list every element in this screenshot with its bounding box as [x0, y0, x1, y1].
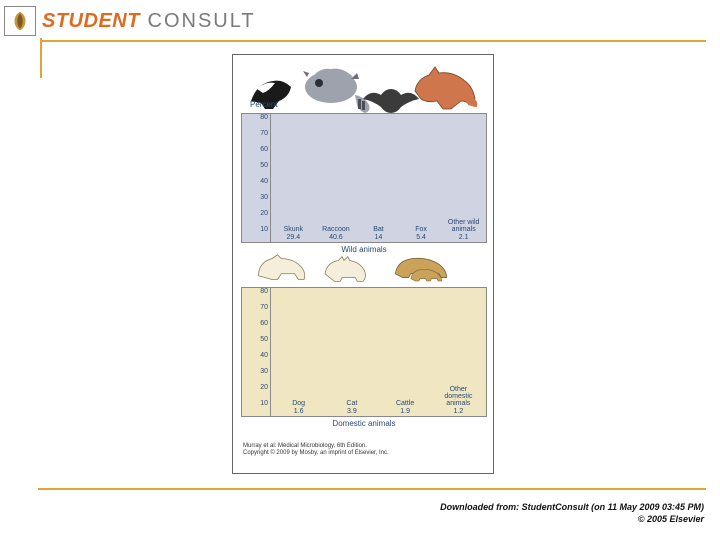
bar-label: Cattle 1.9 — [396, 400, 414, 415]
bar-label: Fox 5.4 — [415, 226, 427, 241]
percent-label: Percent — [250, 100, 278, 109]
ytick: 10 — [260, 400, 268, 416]
brand-student: STUDENT — [42, 10, 140, 32]
bar-label: Other domestic animals 1.2 — [444, 386, 472, 415]
elsevier-logo — [4, 6, 36, 36]
bar-dog: Dog 1.6 — [275, 400, 322, 416]
footer-rule — [38, 488, 706, 490]
ytick: 10 — [260, 226, 268, 242]
domestic-animals-illustration — [243, 251, 483, 289]
brand-consult: CONSULT — [140, 10, 256, 32]
bar-label: Cat 3.9 — [346, 400, 357, 415]
ytick: 50 — [260, 336, 268, 352]
bar-label: Dog 1.6 — [292, 400, 305, 415]
plot-bottom: Dog 1.6 Cat 3.9 Cattle 1.9 Other domestic a… — [271, 288, 486, 416]
bar-bat: Bat 14 — [360, 226, 397, 242]
ytick: 70 — [260, 304, 268, 320]
panel-title-bottom: Domestic animals — [242, 419, 486, 428]
bar-other-wild-animals: Other wild animals 2.1 — [445, 219, 482, 242]
bar-fox: Fox 5.4 — [403, 226, 440, 242]
wild-animals-chart: Percent 10 20 30 40 50 60 70 80 Skunk 29… — [241, 113, 487, 243]
bar-cat: Cat 3.9 — [328, 400, 375, 416]
ytick: 60 — [260, 320, 268, 336]
ytick: 40 — [260, 352, 268, 368]
bar-other-domestic-animals: Other domestic animals 1.2 — [435, 386, 482, 416]
ytick: 20 — [260, 210, 268, 226]
footer-line: Downloaded from: StudentConsult (on 11 M… — [440, 501, 704, 514]
ytick: 40 — [260, 178, 268, 194]
header-side-rule — [40, 38, 42, 78]
bar-raccoon: Raccoon 40.6 — [318, 226, 355, 242]
figure-citation: Murray et al: Medical Microbiology, 6th … — [243, 443, 389, 457]
header-rule — [40, 40, 706, 42]
plot-top: Skunk 29.4 Raccoon 40.6 Bat 14 Fox 5.4 Other… — [271, 114, 486, 242]
bar-cattle: Cattle 1.9 — [382, 400, 429, 416]
figure: Percent 10 20 30 40 50 60 70 80 Skunk 29… — [232, 54, 494, 474]
bar-label: Bat 14 — [373, 226, 384, 241]
ytick: 70 — [260, 130, 268, 146]
ytick: 60 — [260, 146, 268, 162]
citation-line: Copyright © 2009 by Mosby, an imprint of… — [243, 450, 389, 457]
ytick: 30 — [260, 194, 268, 210]
header: STUDENT CONSULT — [0, 0, 720, 36]
wild-animals-illustration — [243, 61, 483, 117]
yaxis-bottom: 10 20 30 40 50 60 70 80 — [242, 288, 271, 416]
bar-skunk: Skunk 29.4 — [275, 226, 312, 242]
domestic-animals-chart: 10 20 30 40 50 60 70 80 Dog 1.6 Cat 3.9 Ca… — [241, 287, 487, 417]
ytick: 20 — [260, 384, 268, 400]
bar-label: Raccoon 40.6 — [322, 226, 350, 241]
footer-line: © 2005 Elsevier — [440, 513, 704, 526]
bar-label: Skunk 29.4 — [284, 226, 303, 241]
panel-title-top: Wild animals — [242, 245, 486, 254]
yaxis-top: 10 20 30 40 50 60 70 80 — [242, 114, 271, 242]
bar-label: Other wild animals 2.1 — [448, 219, 480, 241]
ytick: 80 — [260, 288, 268, 304]
footer-text: Downloaded from: StudentConsult (on 11 M… — [440, 501, 704, 526]
citation-line: Murray et al: Medical Microbiology, 6th … — [243, 443, 389, 450]
ytick: 80 — [260, 114, 268, 130]
brand-text: STUDENT CONSULT — [42, 10, 256, 33]
ytick: 50 — [260, 162, 268, 178]
ytick: 30 — [260, 368, 268, 384]
